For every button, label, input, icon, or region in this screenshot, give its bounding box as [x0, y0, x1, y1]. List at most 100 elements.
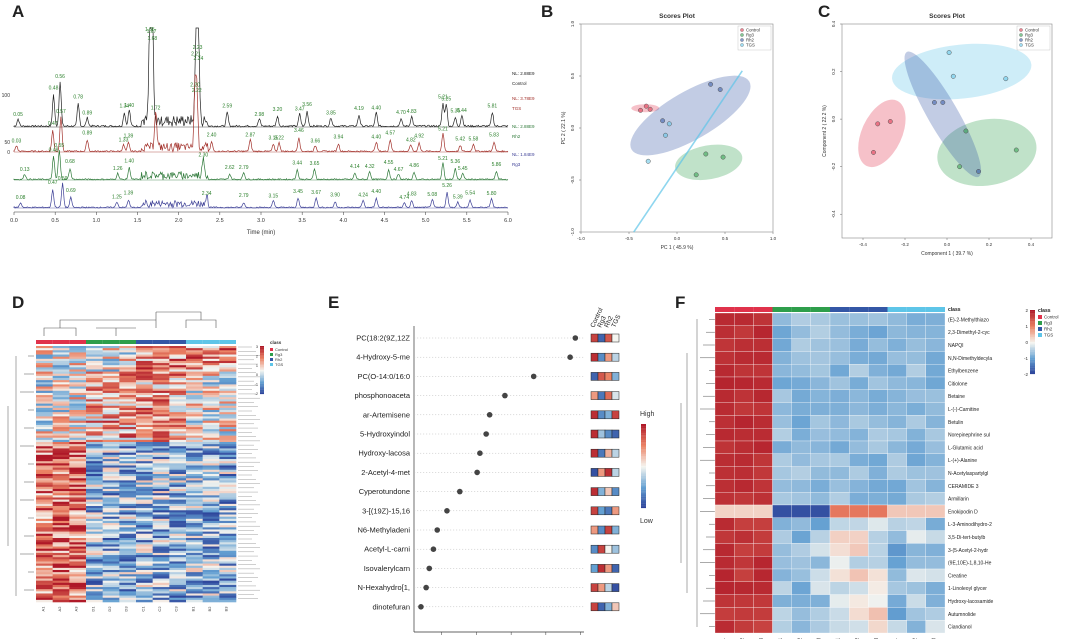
heatmap-cell [136, 567, 153, 571]
class-bar-label: class [948, 307, 961, 313]
legend-label: Rh2 [275, 357, 283, 362]
heatmap-cell [119, 437, 137, 441]
heatmap-cell [52, 450, 70, 453]
heatmap-cell [202, 418, 220, 421]
score-point-tgs [666, 121, 672, 127]
heatmap-cell [887, 466, 907, 480]
heatmap-cell [714, 338, 735, 352]
heatmap-cell [868, 466, 888, 480]
x-tick-label: 0.5 [51, 218, 59, 224]
heatmap-cell [152, 469, 170, 473]
heatmap-cell [52, 459, 70, 462]
color-scale-step [260, 355, 264, 357]
heatmap-cell [868, 543, 888, 557]
heatmap-cell [36, 531, 53, 535]
column-label: A3 [759, 638, 765, 639]
heatmap-cell [202, 427, 220, 430]
heatmap-cell [102, 478, 120, 481]
heatmap-cell [102, 363, 120, 366]
heatmap-cell [52, 589, 70, 592]
heatmap-cell [52, 567, 70, 571]
heatmap-cell [791, 530, 811, 544]
heatmap-cell [925, 568, 946, 582]
heatmap-cell [102, 589, 120, 592]
heatmap-cell [119, 418, 137, 421]
heatmap-cell [219, 563, 237, 567]
heatmap-cell [202, 360, 220, 364]
trace-tgs [13, 74, 509, 153]
heatmap-cell [69, 452, 87, 456]
x-axis-title: Component 1 ( 39.7 %) [921, 251, 973, 257]
heatmap-cell [102, 557, 120, 560]
heatmap-cell [169, 360, 187, 364]
heatmap-cell [69, 561, 87, 564]
heatmap-cell [119, 531, 137, 535]
x-tick-label: 5.0 [422, 218, 430, 224]
vip-tile [604, 506, 613, 516]
heatmap-cell [36, 497, 53, 500]
heatmap-cell [202, 420, 220, 424]
heatmap-cell [219, 465, 237, 468]
heatmap-cell [136, 456, 153, 460]
heatmap-cell [169, 546, 187, 549]
heatmap-cell [119, 591, 137, 594]
heatmap-cell [169, 587, 187, 590]
color-scale-step [641, 499, 646, 502]
heatmap-cell [86, 444, 103, 447]
heatmap-cell [186, 476, 203, 479]
color-scale-step [1030, 359, 1035, 362]
score-point-rg3 [957, 164, 963, 170]
heatmap-cell [86, 520, 103, 524]
heatmap-cell [152, 484, 170, 488]
heatmap-cell [36, 384, 53, 387]
heatmap-cell [102, 501, 120, 505]
heatmap-cell [102, 420, 120, 424]
heatmap-cell [136, 388, 153, 392]
peak-label: 4.24 [358, 193, 368, 199]
heatmap-cell [136, 459, 153, 462]
score-point-control [871, 149, 876, 155]
heatmap-cell [186, 392, 203, 396]
heatmap-cell [36, 405, 53, 409]
heatmap-cell [119, 540, 137, 543]
heatmap-cell [152, 544, 170, 547]
heatmap-cell [136, 512, 153, 515]
heatmap-cell [925, 364, 946, 378]
heatmap-cell [219, 401, 237, 404]
heatmap-cell [52, 512, 70, 515]
heatmap-cell [86, 397, 103, 400]
heatmap-cell [86, 399, 103, 402]
vip-tile [611, 506, 620, 516]
heatmap-cell [69, 535, 87, 539]
heatmap-cell [202, 488, 220, 492]
color-scale-step [1030, 345, 1035, 347]
y-tick-label: 0 [7, 150, 10, 156]
feature-label: Acetyl-L-carni [364, 545, 410, 554]
heatmap-cell [714, 556, 735, 570]
heatmap-cell [202, 595, 220, 599]
heatmap-cell [52, 486, 70, 490]
heatmap-cell [202, 471, 220, 475]
heatmap-cell [219, 576, 237, 579]
heatmap-cell [102, 565, 120, 569]
heatmap-cell [152, 593, 170, 596]
heatmap-cell [714, 517, 735, 531]
heatmap-cell [219, 439, 237, 443]
color-scale-step [641, 439, 646, 441]
heatmap-cell [119, 595, 137, 599]
heatmap-cell [86, 407, 103, 411]
heatmap-cell [119, 484, 137, 488]
heatmap-cell [169, 427, 187, 430]
heatmap-cell [86, 469, 103, 473]
color-scale-step [641, 426, 646, 429]
heatmap-cell [86, 525, 103, 528]
heatmap-cell [714, 453, 735, 467]
heatmap-cell [86, 356, 103, 360]
heatmap-cell [906, 581, 926, 595]
heatmap-cell [186, 497, 203, 500]
heatmap-cell [925, 376, 946, 390]
heatmap-cell [152, 514, 170, 517]
heatmap-cell [772, 594, 792, 608]
heatmap-cell [52, 531, 70, 535]
heatmap-cell [202, 482, 220, 485]
